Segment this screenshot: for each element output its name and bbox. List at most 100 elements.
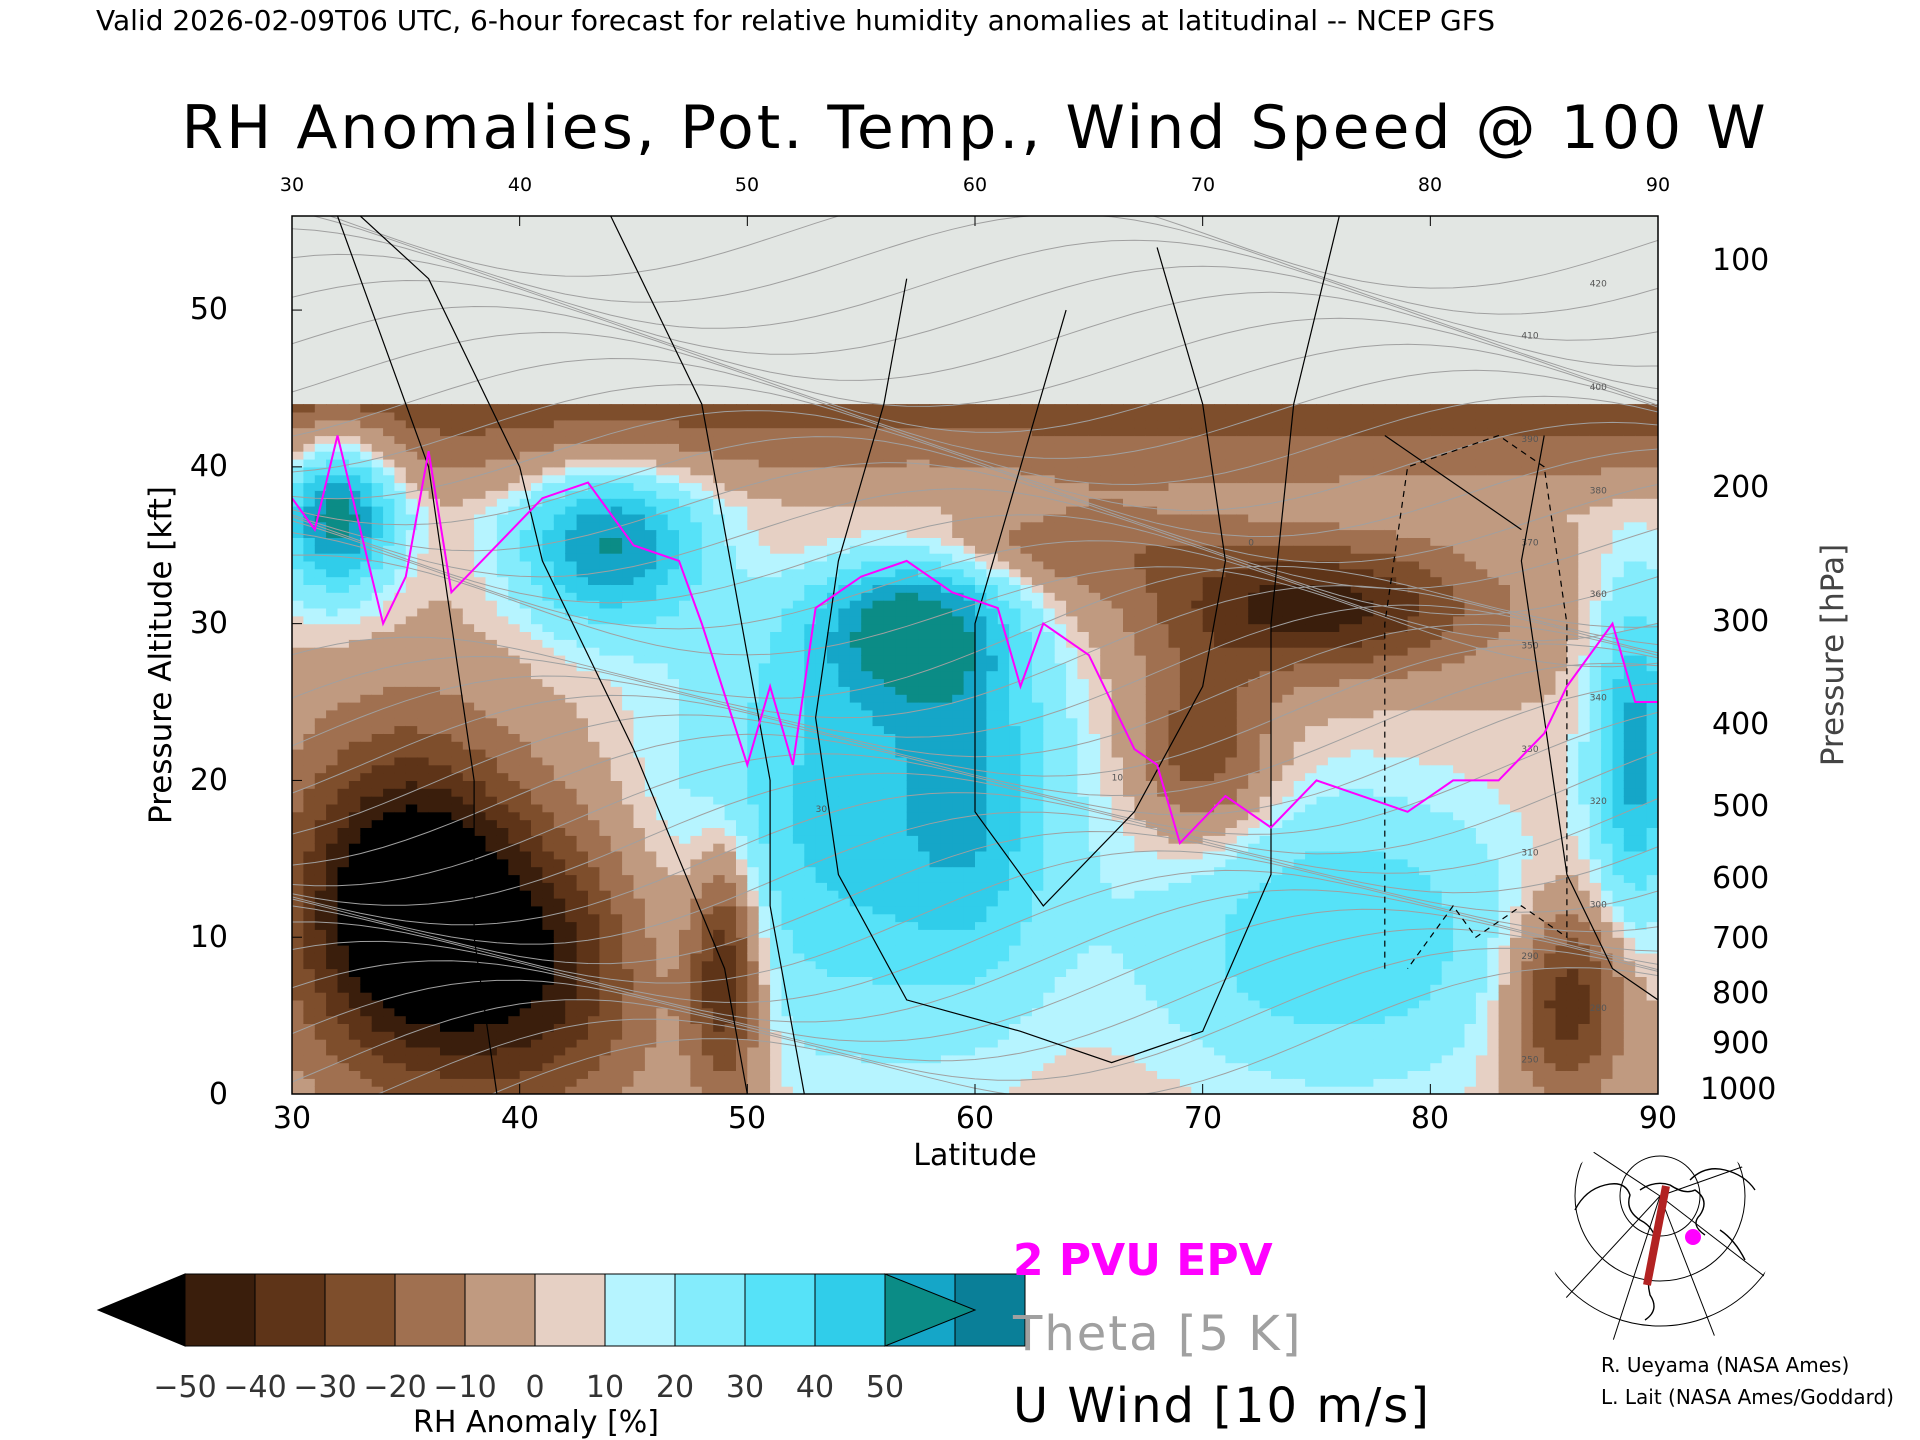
heatmap-cell <box>474 898 487 907</box>
heatmap-cell <box>542 1007 555 1017</box>
heatmap-cell <box>713 459 726 468</box>
heatmap-cell <box>553 709 566 719</box>
heatmap-cell <box>326 537 339 546</box>
heatmap-cell <box>929 1078 942 1087</box>
heatmap-cell <box>405 913 418 923</box>
heatmap-cell <box>918 992 931 1001</box>
heatmap-cell <box>496 678 509 687</box>
heatmap-cell <box>792 772 805 781</box>
heatmap-cell <box>883 764 896 774</box>
heatmap-cell <box>303 678 316 687</box>
heatmap-cell <box>849 631 862 640</box>
heatmap-cell <box>588 694 600 703</box>
heatmap-cell <box>314 992 327 1001</box>
heatmap-cell <box>531 709 543 719</box>
heatmap-cell <box>508 1062 521 1071</box>
heatmap-cell <box>667 521 680 531</box>
heatmap-cell <box>292 968 304 977</box>
heatmap-cell <box>861 999 874 1009</box>
heatmap-cell <box>599 1070 612 1079</box>
heatmap-cell <box>542 474 555 484</box>
heatmap-cell <box>485 694 498 703</box>
heatmap-cell <box>622 631 635 640</box>
heatmap-cell <box>531 968 543 977</box>
heatmap-cell <box>337 443 350 452</box>
heatmap-cell <box>792 960 805 970</box>
heatmap-cell <box>918 929 931 938</box>
heatmap-cell <box>474 890 487 899</box>
heatmap-cell <box>326 506 339 515</box>
heatmap-cell <box>827 749 839 758</box>
heatmap-cell <box>815 694 828 703</box>
heatmap-cell <box>656 506 669 515</box>
heatmap-cell <box>770 898 783 907</box>
heatmap-cell <box>303 945 316 954</box>
heatmap-cell <box>758 1070 771 1079</box>
heatmap-cell <box>496 584 509 593</box>
heatmap-cell <box>770 709 783 719</box>
heatmap-cell <box>758 545 771 554</box>
heatmap-cell <box>895 858 908 868</box>
heatmap-cell <box>417 827 430 836</box>
heatmap-cell <box>394 537 407 546</box>
heatmap-cell <box>417 843 430 852</box>
heatmap-cell <box>781 866 794 876</box>
heatmap-cell <box>792 1070 805 1079</box>
heatmap-cell <box>417 945 430 954</box>
heatmap-cell <box>485 819 498 828</box>
heatmap-cell <box>451 749 464 758</box>
heatmap-cell <box>588 560 600 570</box>
heatmap-cell <box>496 866 509 876</box>
heatmap-cell <box>508 780 521 789</box>
heatmap-cell <box>314 615 327 625</box>
heatmap-cell <box>667 1062 680 1071</box>
heatmap-cell <box>644 592 657 601</box>
heatmap-cell <box>656 999 669 1009</box>
heatmap-cell <box>417 811 430 821</box>
heatmap-cell <box>440 490 452 499</box>
heatmap-cell <box>644 1031 657 1040</box>
heatmap-cell <box>792 568 805 578</box>
heatmap-cell <box>383 498 396 507</box>
heatmap-cell <box>496 929 509 938</box>
heatmap-cell <box>553 639 566 648</box>
heatmap-cell <box>792 866 805 876</box>
heatmap-cell <box>724 474 737 484</box>
heatmap-cell <box>667 584 680 593</box>
heatmap-cell <box>770 1086 783 1094</box>
heatmap-cell <box>326 890 339 899</box>
heatmap-cell <box>531 1031 543 1040</box>
heatmap-cell <box>667 592 680 601</box>
heatmap-cell <box>667 960 680 970</box>
heatmap-cell <box>667 576 680 585</box>
heatmap-cell <box>576 435 589 444</box>
heatmap-cell <box>758 1007 771 1017</box>
heatmap-cell <box>644 686 657 695</box>
heatmap-cell <box>542 1062 555 1071</box>
heatmap-cell <box>724 631 737 640</box>
heatmap-cell <box>428 733 441 742</box>
heatmap-cell <box>303 584 316 593</box>
heatmap-cell <box>610 1078 623 1087</box>
heatmap-cell <box>496 709 509 719</box>
heatmap-cell <box>326 984 339 993</box>
heatmap-cell <box>827 843 839 852</box>
heatmap-cell <box>667 968 680 977</box>
heatmap-cell <box>553 404 566 413</box>
heatmap-cell <box>849 960 862 970</box>
heatmap-cell <box>462 756 475 766</box>
heatmap-cell <box>565 474 578 484</box>
heatmap-cell <box>861 952 874 962</box>
heatmap-cell <box>462 419 475 429</box>
heatmap-cell <box>872 576 885 585</box>
heatmap-cell <box>542 647 555 656</box>
heatmap-cell <box>542 662 555 672</box>
heatmap-cell <box>462 427 475 437</box>
heatmap-cell <box>656 631 669 640</box>
heatmap-cell <box>849 639 862 648</box>
heatmap-cell <box>337 905 350 915</box>
heatmap-cell <box>531 404 543 413</box>
heatmap-cell <box>633 670 646 680</box>
heatmap-cell <box>679 427 691 437</box>
heatmap-cell <box>690 772 703 781</box>
